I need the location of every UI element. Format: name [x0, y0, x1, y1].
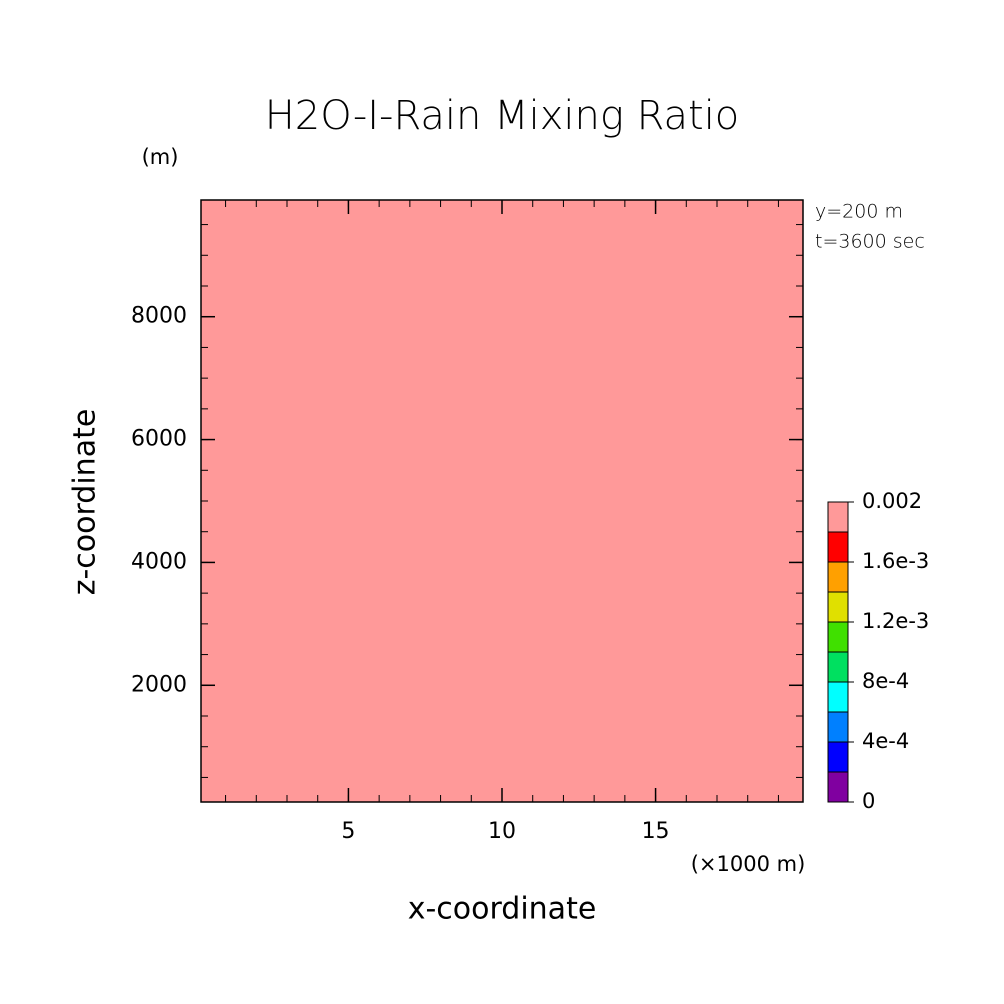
colorbar-label: 1.2e-3	[862, 609, 929, 633]
colorbar-box	[827, 771, 849, 803]
colorbar-label: 8e-4	[862, 669, 909, 693]
colorbar-box	[827, 561, 849, 593]
x-unit: (×1000 m)	[691, 852, 806, 876]
colorbar-label: 4e-4	[862, 729, 909, 753]
x-axis-label: x-coordinate	[408, 892, 597, 927]
colorbar-label: 0	[862, 789, 875, 813]
y-tick-label: 8000	[131, 304, 187, 329]
colorbar-box	[827, 501, 849, 533]
colorbar-box	[827, 591, 849, 623]
annotation: t=3600 sec	[815, 231, 925, 253]
x-tick-label: 10	[488, 819, 516, 844]
colorbar-box	[827, 711, 849, 743]
field	[201, 200, 803, 802]
colorbar-box	[827, 621, 849, 653]
plot-frame	[200, 199, 804, 803]
y-tick-label: 2000	[131, 672, 187, 697]
y-unit: (m)	[142, 145, 179, 169]
colorbar-box	[827, 681, 849, 713]
y-tick-label: 6000	[131, 427, 187, 452]
x-tick-label: 15	[642, 819, 670, 844]
annotation: y=200 m	[815, 201, 903, 223]
colorbar-box	[827, 741, 849, 773]
colorbar-box	[827, 651, 849, 683]
colorbar-label: 0.002	[862, 489, 922, 513]
x-tick-label: 5	[341, 819, 355, 844]
y-tick-label: 4000	[131, 549, 187, 574]
colorbar-label: 1.6e-3	[862, 549, 929, 573]
chart-title: H2O-I-Rain Mixing Ratio	[265, 93, 740, 139]
y-axis-label: z-coordinate	[68, 409, 103, 596]
colorbar-box	[827, 531, 849, 563]
